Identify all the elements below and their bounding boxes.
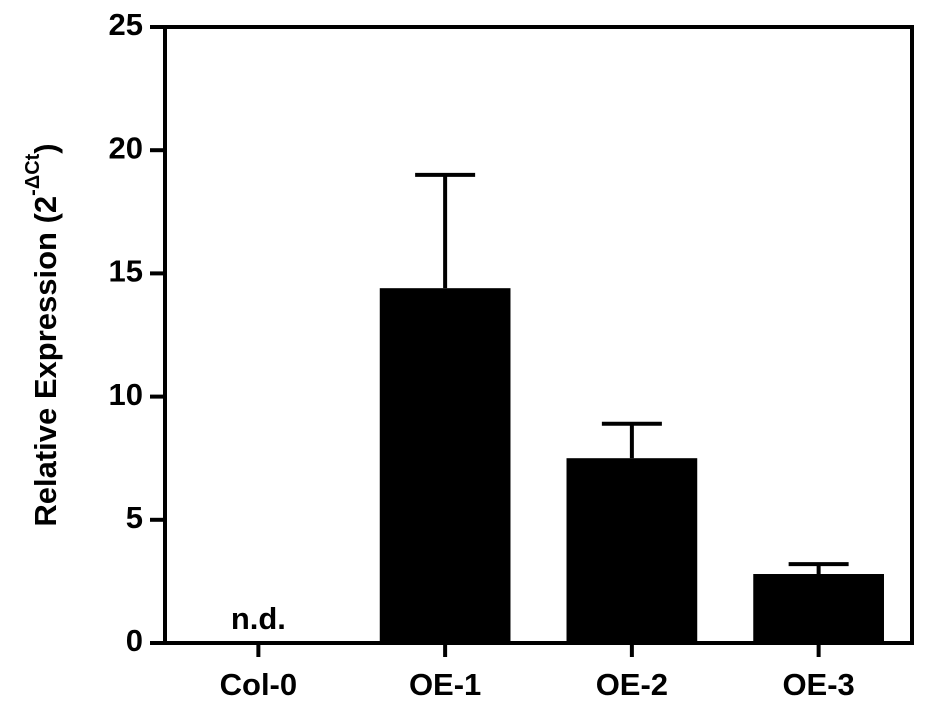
y-tick-label: 15 [109,254,143,289]
y-tick-label: 5 [126,500,143,535]
value-label: n.d. [231,601,286,636]
bar [379,288,511,643]
y-axis-label-main: Relative Expression (2 [28,196,63,527]
y-tick-label: 10 [109,377,143,412]
bar [753,574,884,643]
x-tick-label: Col-0 [220,667,298,702]
y-axis-label: Relative Expression (2-ΔCt) [22,143,63,526]
y-axis-label-superscript: -ΔCt [22,153,44,195]
y-axis-label-end: ) [28,143,63,153]
x-tick-label: OE-2 [596,667,668,702]
plot-frame [163,25,914,645]
x-tick-label: OE-1 [409,667,481,702]
x-tick-label: OE-3 [782,667,854,702]
bar [566,458,698,643]
y-tick-label: 0 [126,623,143,658]
y-tick-label: 20 [109,130,143,165]
y-tick-label: 25 [109,7,143,42]
